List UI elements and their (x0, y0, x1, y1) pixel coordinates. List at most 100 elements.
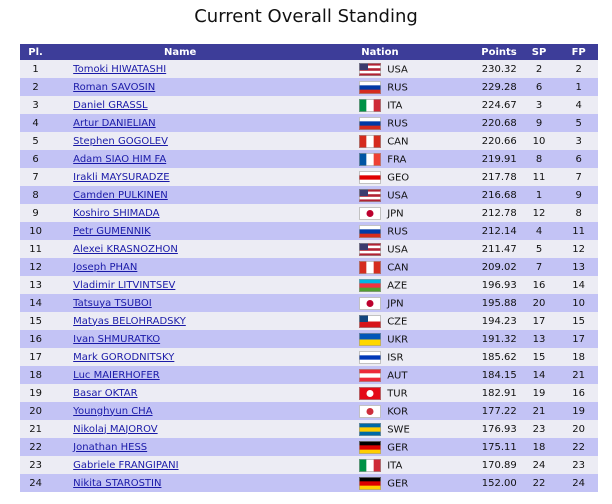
skater-link[interactable]: Basar OKTAR (73, 387, 138, 399)
fp-rank-cell: 19 (559, 402, 598, 420)
nation-code: KOR (387, 406, 409, 417)
name-cell: Irakli MAYSURADZE (51, 168, 310, 186)
points-cell: 216.68 (450, 186, 519, 204)
flag-icon (359, 476, 382, 490)
name-cell: Basar OKTAR (51, 384, 310, 402)
skater-link[interactable]: Artur DANIELIAN (73, 117, 156, 129)
nation-code: JPN (387, 298, 404, 309)
standing-row: 11 Alexei KRASNOZHON USA 211.47 5 12 (20, 240, 598, 258)
column-header: FP (559, 44, 598, 60)
standing-row: 1 Tomoki HIWATASHI USA 230.32 2 2 (20, 60, 598, 78)
skater-link[interactable]: Joseph PHAN (73, 261, 138, 273)
skater-link[interactable]: Gabriele FRANGIPANI (73, 459, 179, 471)
fp-rank-cell: 8 (559, 204, 598, 222)
nation-code: AZE (387, 280, 408, 291)
sp-rank-cell: 14 (518, 366, 560, 384)
name-cell: Ivan SHMURATKO (51, 330, 310, 348)
flag-icon (359, 278, 382, 292)
skater-link[interactable]: Tomoki HIWATASHI (73, 63, 167, 75)
flag-icon (359, 224, 382, 238)
nation-code: USA (387, 244, 408, 255)
points-cell: 220.66 (450, 132, 519, 150)
place-cell: 1 (20, 60, 52, 78)
sp-rank-cell: 21 (518, 402, 560, 420)
standing-row: 21 Nikolaj MAJOROV SWE 176.93 23 20 (20, 420, 598, 438)
skater-link[interactable]: Nikolaj MAJOROV (73, 423, 158, 435)
sp-rank-cell: 2 (518, 60, 560, 78)
flag-icon (359, 188, 382, 202)
standing-row: 20 Younghyun CHA KOR 177.22 21 19 (20, 402, 598, 420)
name-cell: Vladimir LITVINTSEV (51, 276, 310, 294)
place-cell: 11 (20, 240, 52, 258)
skater-link[interactable]: Alexei KRASNOZHON (73, 243, 178, 255)
skater-link[interactable]: Matyas BELOHRADSKY (73, 315, 186, 327)
standing-row: 7 Irakli MAYSURADZE GEO 217.78 11 7 (20, 168, 598, 186)
sp-rank-cell: 3 (518, 96, 560, 114)
nation-cell: ITA (309, 456, 451, 474)
skater-link[interactable]: Nikita STAROSTIN (73, 477, 162, 489)
skater-link[interactable]: Mark GORODNITSKY (73, 351, 175, 363)
flag-icon (359, 368, 382, 382)
standing-row: 10 Petr GUMENNIK RUS 212.14 4 11 (20, 222, 598, 240)
points-cell: 175.11 (450, 438, 519, 456)
standings-table: Pl. Name Nation Points SP FP 1 Tomoki HIWATASH… (20, 44, 598, 492)
nation-code: SWE (387, 424, 410, 435)
nation-code: AUT (387, 370, 408, 381)
nation-cell: CZE (309, 312, 451, 330)
flag-icon (359, 314, 382, 328)
skater-link[interactable]: Camden PULKINEN (73, 189, 168, 201)
fp-rank-cell: 6 (559, 150, 598, 168)
name-cell: Adam SIAO HIM FA (51, 150, 310, 168)
sp-rank-cell: 19 (518, 384, 560, 402)
sp-rank-cell: 17 (518, 312, 560, 330)
skater-link[interactable]: Irakli MAYSURADZE (73, 171, 170, 183)
fp-rank-cell: 14 (559, 276, 598, 294)
skater-link[interactable]: Daniel GRASSL (73, 99, 148, 111)
sp-rank-cell: 13 (518, 330, 560, 348)
name-cell: Luc MAIERHOFER (51, 366, 310, 384)
points-cell: 184.15 (450, 366, 519, 384)
skater-link[interactable]: Stephen GOGOLEV (73, 135, 168, 147)
points-cell: 191.32 (450, 330, 519, 348)
name-cell: Daniel GRASSL (51, 96, 310, 114)
skater-link[interactable]: Roman SAVOSIN (73, 81, 156, 93)
nation-cell: FRA (309, 150, 451, 168)
fp-rank-cell: 22 (559, 438, 598, 456)
flag-icon (359, 422, 382, 436)
fp-rank-cell: 4 (559, 96, 598, 114)
nation-code: GER (387, 442, 409, 453)
skater-link[interactable]: Jonathan HESS (73, 441, 148, 453)
standing-row: 23 Gabriele FRANGIPANI ITA 170.89 24 23 (20, 456, 598, 474)
skater-link[interactable]: Younghyun CHA (73, 405, 153, 417)
standing-row: 16 Ivan SHMURATKO UKR 191.32 13 17 (20, 330, 598, 348)
place-cell: 4 (20, 114, 52, 132)
nation-code: GEO (387, 172, 410, 183)
skater-link[interactable]: Tatsuya TSUBOI (73, 297, 152, 309)
name-cell: Artur DANIELIAN (51, 114, 310, 132)
place-cell: 15 (20, 312, 52, 330)
skater-link[interactable]: Ivan SHMURATKO (73, 333, 161, 345)
name-cell: Younghyun CHA (51, 402, 310, 420)
standing-row: 6 Adam SIAO HIM FA FRA 219.91 8 6 (20, 150, 598, 168)
flag-icon (359, 404, 382, 418)
header-row: Pl. Name Nation Points SP FP (20, 44, 598, 60)
sp-rank-cell: 8 (518, 150, 560, 168)
points-cell: 229.28 (450, 78, 519, 96)
skater-link[interactable]: Luc MAIERHOFER (73, 369, 160, 381)
skater-link[interactable]: Adam SIAO HIM FA (73, 153, 167, 165)
nation-cell: ISR (309, 348, 451, 366)
skater-link[interactable]: Vladimir LITVINTSEV (73, 279, 176, 291)
nation-cell: RUS (309, 222, 451, 240)
standing-row: 13 Vladimir LITVINTSEV AZE 196.93 16 14 (20, 276, 598, 294)
skater-link[interactable]: Koshiro SHIMADA (73, 207, 160, 219)
nation-code: GER (387, 478, 409, 489)
nation-cell: KOR (309, 402, 451, 420)
points-cell: 212.14 (450, 222, 519, 240)
sp-rank-cell: 6 (518, 78, 560, 96)
standing-row: 3 Daniel GRASSL ITA 224.67 3 4 (20, 96, 598, 114)
skater-link[interactable]: Petr GUMENNIK (73, 225, 151, 237)
column-header: Name (51, 44, 310, 60)
flag-icon (359, 206, 382, 220)
standing-row: 12 Joseph PHAN CAN 209.02 7 13 (20, 258, 598, 276)
